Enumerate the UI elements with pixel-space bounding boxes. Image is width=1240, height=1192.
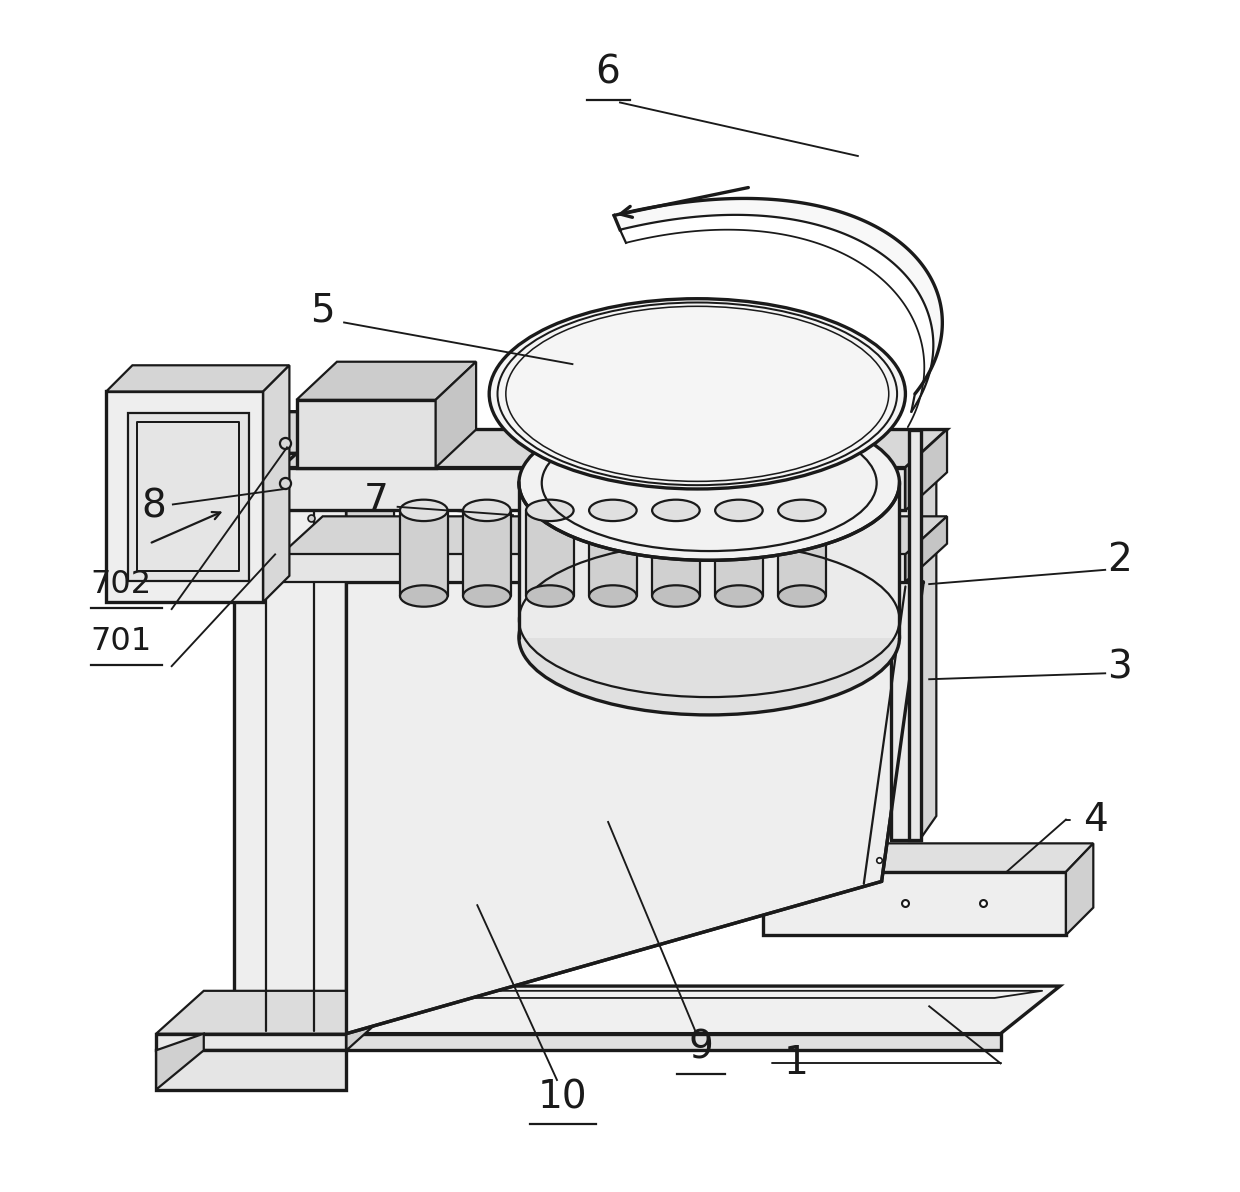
Polygon shape	[156, 1033, 203, 1089]
Text: 8: 8	[141, 488, 166, 526]
Polygon shape	[652, 510, 699, 596]
Polygon shape	[435, 361, 476, 467]
Polygon shape	[156, 1033, 346, 1050]
Polygon shape	[263, 365, 289, 602]
Ellipse shape	[518, 405, 899, 560]
Text: 702: 702	[91, 569, 153, 600]
Polygon shape	[892, 477, 920, 840]
Polygon shape	[892, 453, 936, 477]
Polygon shape	[463, 510, 511, 596]
Ellipse shape	[779, 499, 826, 521]
Polygon shape	[763, 844, 1094, 871]
Ellipse shape	[652, 585, 699, 607]
Polygon shape	[715, 510, 763, 596]
Polygon shape	[107, 365, 289, 391]
Text: 9: 9	[688, 1029, 713, 1067]
Ellipse shape	[589, 585, 636, 607]
Polygon shape	[920, 453, 936, 840]
Polygon shape	[156, 1050, 346, 1089]
Ellipse shape	[715, 585, 763, 607]
Ellipse shape	[463, 585, 511, 607]
Ellipse shape	[463, 499, 511, 521]
Polygon shape	[763, 871, 1066, 935]
Polygon shape	[346, 582, 924, 1033]
Polygon shape	[128, 412, 249, 581]
Polygon shape	[296, 361, 476, 399]
Text: 701: 701	[91, 626, 153, 657]
Polygon shape	[233, 453, 346, 1033]
Polygon shape	[296, 399, 435, 467]
Ellipse shape	[526, 585, 574, 607]
Ellipse shape	[518, 560, 899, 715]
Ellipse shape	[490, 299, 905, 489]
Polygon shape	[346, 411, 394, 1033]
Ellipse shape	[715, 499, 763, 521]
Polygon shape	[281, 429, 947, 467]
Polygon shape	[281, 554, 905, 582]
Polygon shape	[518, 483, 899, 638]
Ellipse shape	[779, 585, 826, 607]
Ellipse shape	[589, 499, 636, 521]
Polygon shape	[156, 991, 394, 1033]
Polygon shape	[281, 516, 947, 554]
Text: 6: 6	[595, 54, 620, 92]
Polygon shape	[233, 411, 394, 453]
Polygon shape	[526, 510, 574, 596]
Polygon shape	[905, 429, 947, 510]
Polygon shape	[614, 198, 942, 411]
Text: 10: 10	[538, 1079, 588, 1117]
Ellipse shape	[401, 585, 448, 607]
Text: 5: 5	[310, 292, 335, 329]
Polygon shape	[281, 467, 905, 510]
Text: 3: 3	[1107, 648, 1132, 687]
Text: 2: 2	[1107, 541, 1132, 579]
Polygon shape	[346, 991, 394, 1050]
Text: 4: 4	[1084, 801, 1109, 839]
Polygon shape	[905, 516, 947, 582]
Polygon shape	[401, 510, 448, 596]
Polygon shape	[589, 510, 636, 596]
Text: 7: 7	[363, 482, 388, 520]
Ellipse shape	[526, 499, 574, 521]
Polygon shape	[107, 391, 263, 602]
Polygon shape	[779, 510, 826, 596]
Text: 1: 1	[784, 1044, 808, 1082]
Polygon shape	[192, 986, 1060, 1033]
Polygon shape	[1066, 844, 1094, 935]
Polygon shape	[909, 429, 921, 840]
Ellipse shape	[401, 499, 448, 521]
Ellipse shape	[652, 499, 699, 521]
Polygon shape	[192, 1033, 1001, 1050]
